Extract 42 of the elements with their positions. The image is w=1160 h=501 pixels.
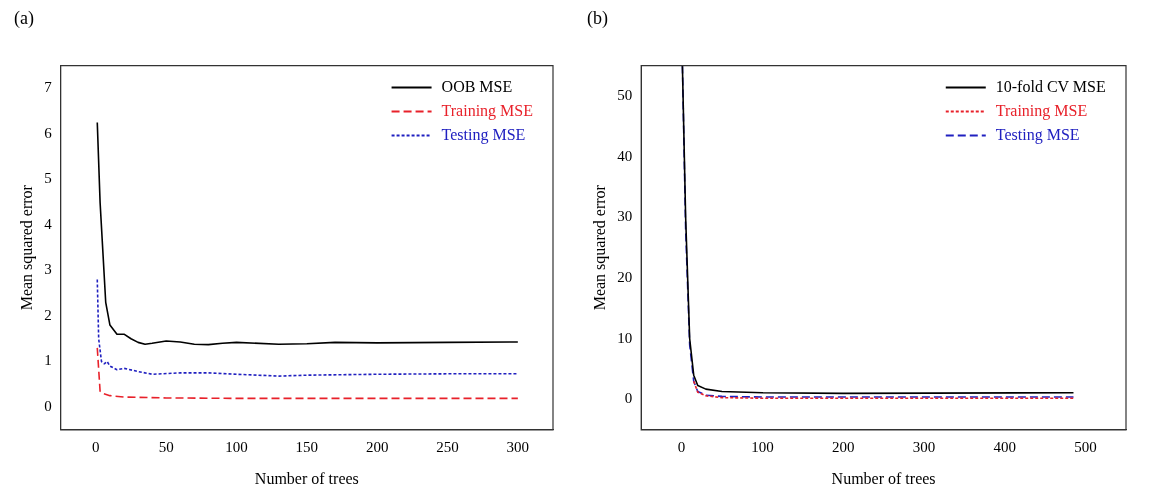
x-tick-label: 100 [225, 438, 248, 455]
legend-label: Testing MSE [441, 125, 526, 144]
y-tick-label: 1 [44, 352, 52, 369]
y-tick-label: 6 [44, 124, 53, 141]
y-tick-label: 4 [44, 215, 53, 232]
legend-label: OOB MSE [441, 77, 513, 95]
x-tick-label: 300 [912, 438, 936, 455]
x-axis-title: Number of trees [254, 469, 359, 487]
y-tick-label: 0 [624, 390, 633, 407]
legend-label: Training MSE [995, 101, 1088, 120]
line-series [96, 347, 519, 400]
y-axis-title: Mean squared error [590, 184, 609, 311]
x-tick-label: 500 [1074, 438, 1097, 455]
x-tick-label: 0 [92, 438, 100, 455]
x-tick-label: 150 [295, 438, 319, 455]
x-tick-label: 50 [158, 438, 174, 455]
y-tick-label: 30 [617, 208, 633, 225]
y-tick-label: 2 [44, 306, 52, 323]
x-tick-label: 300 [506, 438, 530, 455]
x-tick-label: 100 [751, 438, 774, 455]
y-tick-label: 5 [44, 170, 52, 187]
line-series [692, 380, 1075, 400]
x-tick-label: 200 [365, 438, 389, 455]
legend-label: Testing MSE [995, 125, 1080, 144]
y-tick-label: 0 [44, 397, 52, 414]
x-tick-label: 400 [993, 438, 1017, 455]
y-tick-label: 50 [617, 86, 633, 103]
legend-label: 10-fold CV MSE [995, 77, 1106, 95]
line-series [96, 278, 519, 377]
y-tick-label: 10 [617, 329, 633, 346]
legend-label: Training MSE [441, 101, 534, 120]
x-axis-title: Number of trees [831, 469, 936, 487]
x-tick-label: 250 [436, 438, 459, 455]
x-tick-label: 200 [831, 438, 855, 455]
chart-title: (a) [14, 7, 34, 29]
y-tick-label: 40 [617, 147, 633, 164]
y-tick-label: 20 [617, 268, 633, 285]
y-tick-label: 3 [44, 261, 52, 278]
chart-title: (b) [587, 7, 608, 29]
x-tick-label: 0 [677, 438, 686, 455]
y-tick-label: 7 [44, 79, 53, 96]
y-axis-title: Mean squared error [17, 184, 36, 311]
